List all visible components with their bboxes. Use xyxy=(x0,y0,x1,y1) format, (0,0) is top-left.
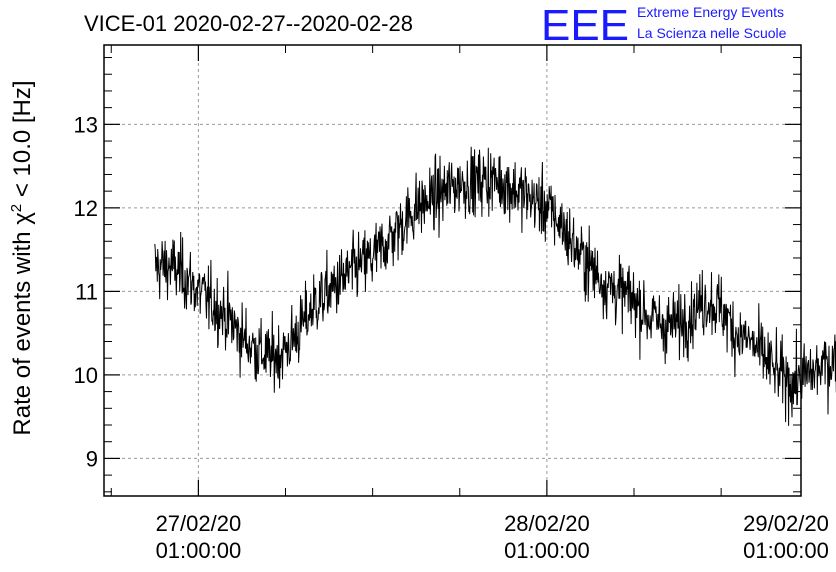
axis-ticks xyxy=(104,45,801,496)
series-layer xyxy=(154,146,836,426)
x-tick-label-time: 01:00:00 xyxy=(743,538,829,563)
logo-line-2: La Scienza nelle Scuole xyxy=(637,25,787,41)
grid-lines xyxy=(104,45,801,496)
logo-mark: EEE xyxy=(541,1,629,50)
chart-title: VICE-01 2020-02-27--2020-02-28 xyxy=(84,11,413,36)
rate-series-line xyxy=(154,146,836,426)
y-tick-label: 12 xyxy=(74,196,98,221)
logo-line-1: Extreme Energy Events xyxy=(637,4,784,20)
y-tick-label: 13 xyxy=(74,112,98,137)
y-axis-label: Rate of events with χ2 < 10.0 [Hz] xyxy=(8,80,36,435)
x-tick-label-time: 01:00:00 xyxy=(156,538,242,563)
x-tick-label-time: 01:00:00 xyxy=(504,538,590,563)
y-tick-label: 11 xyxy=(75,279,98,304)
x-tick-label-date: 29/02/20 xyxy=(743,511,829,536)
tick-labels: 91011121327/02/2001:00:0028/02/2001:00:0… xyxy=(74,112,829,563)
y-tick-label: 9 xyxy=(86,446,98,471)
plot-frame xyxy=(103,44,802,497)
x-tick-label-date: 27/02/20 xyxy=(156,511,242,536)
x-tick-label-date: 28/02/20 xyxy=(504,511,590,536)
y-tick-label: 10 xyxy=(74,363,98,388)
eee-logo: EEE Extreme Energy Events La Scienza nel… xyxy=(541,1,787,50)
